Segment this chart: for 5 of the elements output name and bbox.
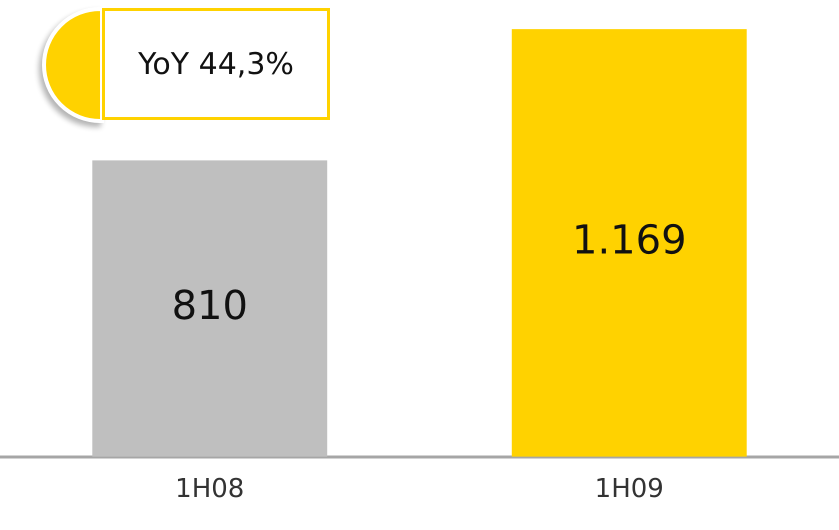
data-label: 1.169 [572,217,687,264]
x-tick-label: 1H09 [594,474,664,504]
data-label: 810 [172,283,248,330]
x-tick-label: 1H08 [175,474,244,504]
annotation: YoY 44,3% [138,46,294,82]
